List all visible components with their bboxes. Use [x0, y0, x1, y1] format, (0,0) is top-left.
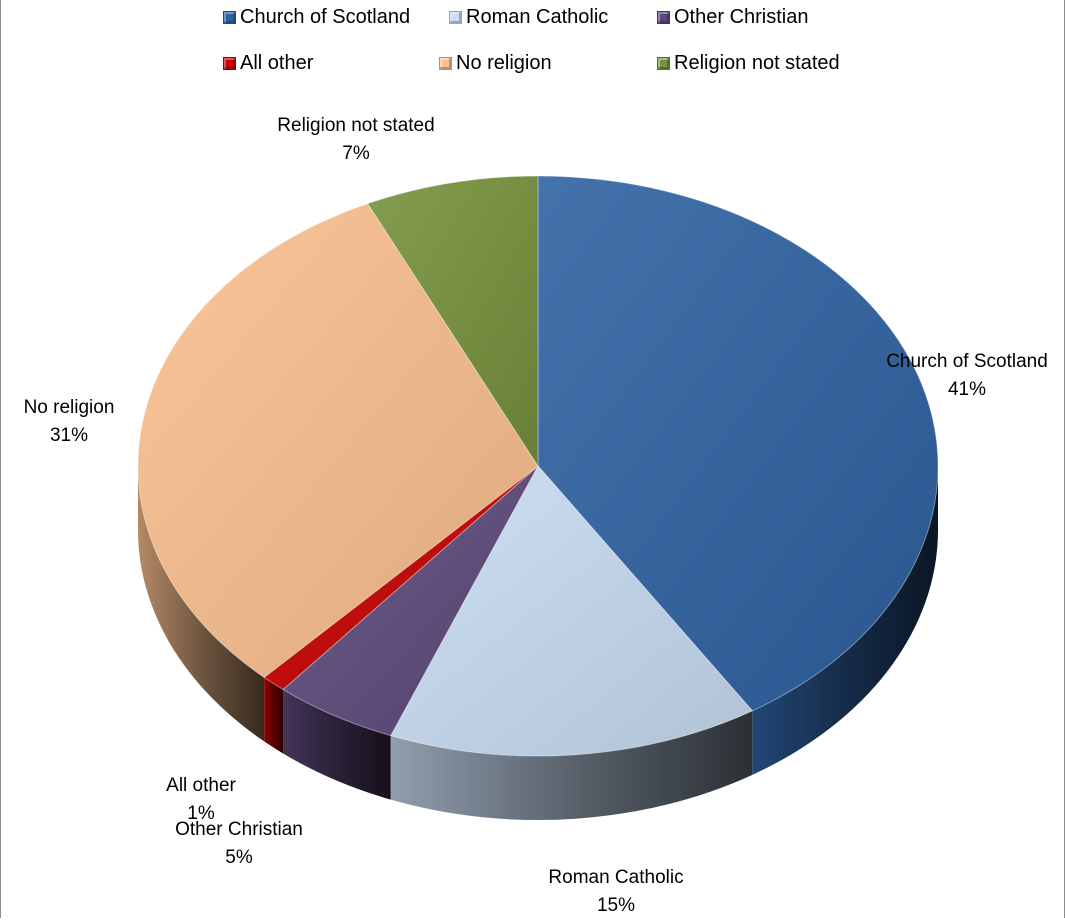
- legend-item-roman-catholic: Roman Catholic: [449, 4, 608, 30]
- legend-swatch-no-religion: [439, 56, 452, 70]
- slice-label-percent-roman-catholic: 15%: [596, 895, 636, 916]
- legend: Church of Scotland Roman Catholic Other …: [223, 4, 923, 84]
- slice-label-category-all-other: All other: [166, 775, 236, 796]
- slice-label-percent-no-religion: 31%: [49, 425, 89, 446]
- pie-slices: [137, 175, 939, 757]
- legend-label-church-of-scotland: Church of Scotland: [240, 6, 411, 28]
- legend-label-other-christian: Other Christian: [674, 6, 809, 28]
- slice-label-all-other: All other 1%: [151, 772, 251, 828]
- legend-item-church-of-scotland: Church of Scotland: [223, 4, 410, 30]
- legend-label-all-other: All other: [240, 52, 314, 74]
- pie-side-no-religion: [138, 466, 265, 742]
- legend-swatch-religion-not-stated: [657, 56, 670, 70]
- legend-item-no-religion: No religion: [439, 50, 552, 76]
- slice-label-percent-other-christian: 5%: [225, 847, 253, 868]
- pie-slice-roman-catholic[interactable]: [390, 465, 754, 757]
- legend-label-religion-not-stated: Religion not stated: [674, 52, 840, 74]
- pie-slice-all-other[interactable]: [263, 465, 539, 691]
- slice-label-category-religion-not-stated: Religion not stated: [277, 115, 435, 136]
- slice-label-church-of-scotland: Church of Scotland 41%: [869, 348, 1065, 404]
- pie-slice-no-religion[interactable]: [137, 203, 539, 679]
- legend-item-religion-not-stated: Religion not stated: [657, 50, 840, 76]
- legend-label-no-religion: No religion: [456, 52, 552, 74]
- slice-label-category-no-religion: No religion: [23, 397, 115, 418]
- pie-side-all-other: [264, 677, 284, 754]
- slice-label-roman-catholic: Roman Catholic 15%: [521, 864, 711, 920]
- slice-label-category-other-christian: Other Christian: [175, 819, 303, 840]
- slice-label-percent-all-other: 1%: [187, 803, 215, 824]
- pie-slice-religion-not-stated[interactable]: [366, 175, 539, 468]
- legend-item-other-christian: Other Christian: [657, 4, 809, 30]
- legend-swatch-roman-catholic: [449, 10, 462, 24]
- slice-label-other-christian: Other Christian 5%: [155, 816, 323, 872]
- legend-swatch-church-of-scotland: [223, 10, 236, 24]
- pie-side-roman-catholic: [390, 710, 753, 820]
- slice-label-category-roman-catholic: Roman Catholic: [548, 867, 684, 888]
- pie-slice-church-of-scotland[interactable]: [537, 175, 939, 712]
- slice-label-category-church-of-scotland: Church of Scotland: [886, 351, 1048, 372]
- legend-label-roman-catholic: Roman Catholic: [466, 6, 609, 28]
- slice-label-religion-not-stated: Religion not stated 7%: [241, 112, 471, 168]
- pie-side-church-of-scotland: [752, 466, 938, 775]
- legend-item-all-other: All other: [223, 50, 313, 76]
- pie-side-other-christian: [283, 689, 391, 800]
- slice-label-percent-church-of-scotland: 41%: [947, 379, 987, 400]
- pie-side-walls: [138, 466, 938, 820]
- slice-label-no-religion: No religion 31%: [9, 394, 129, 450]
- legend-swatch-all-other: [223, 56, 236, 70]
- legend-swatch-other-christian: [657, 10, 670, 24]
- slice-label-percent-religion-not-stated: 7%: [342, 143, 370, 164]
- pie-slice-other-christian[interactable]: [282, 465, 539, 737]
